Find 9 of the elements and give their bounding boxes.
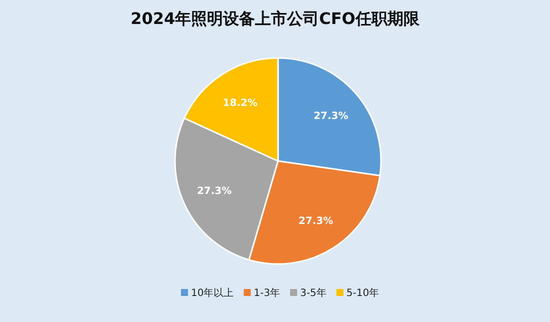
legend-label: 1-3年 — [254, 287, 280, 299]
data-label: 18.2% — [222, 98, 258, 110]
legend-label: 3-5年 — [300, 287, 326, 299]
data-label: 27.3% — [314, 111, 348, 122]
data-label: 27.3% — [196, 186, 232, 198]
data-label: 27.3% — [298, 216, 334, 227]
chart-title: 2024年照明设备上市公司CFO任职期限 — [130, 9, 420, 28]
legend-label: 10年以上 — [191, 287, 234, 299]
legend-label: 5-10年 — [346, 287, 380, 299]
